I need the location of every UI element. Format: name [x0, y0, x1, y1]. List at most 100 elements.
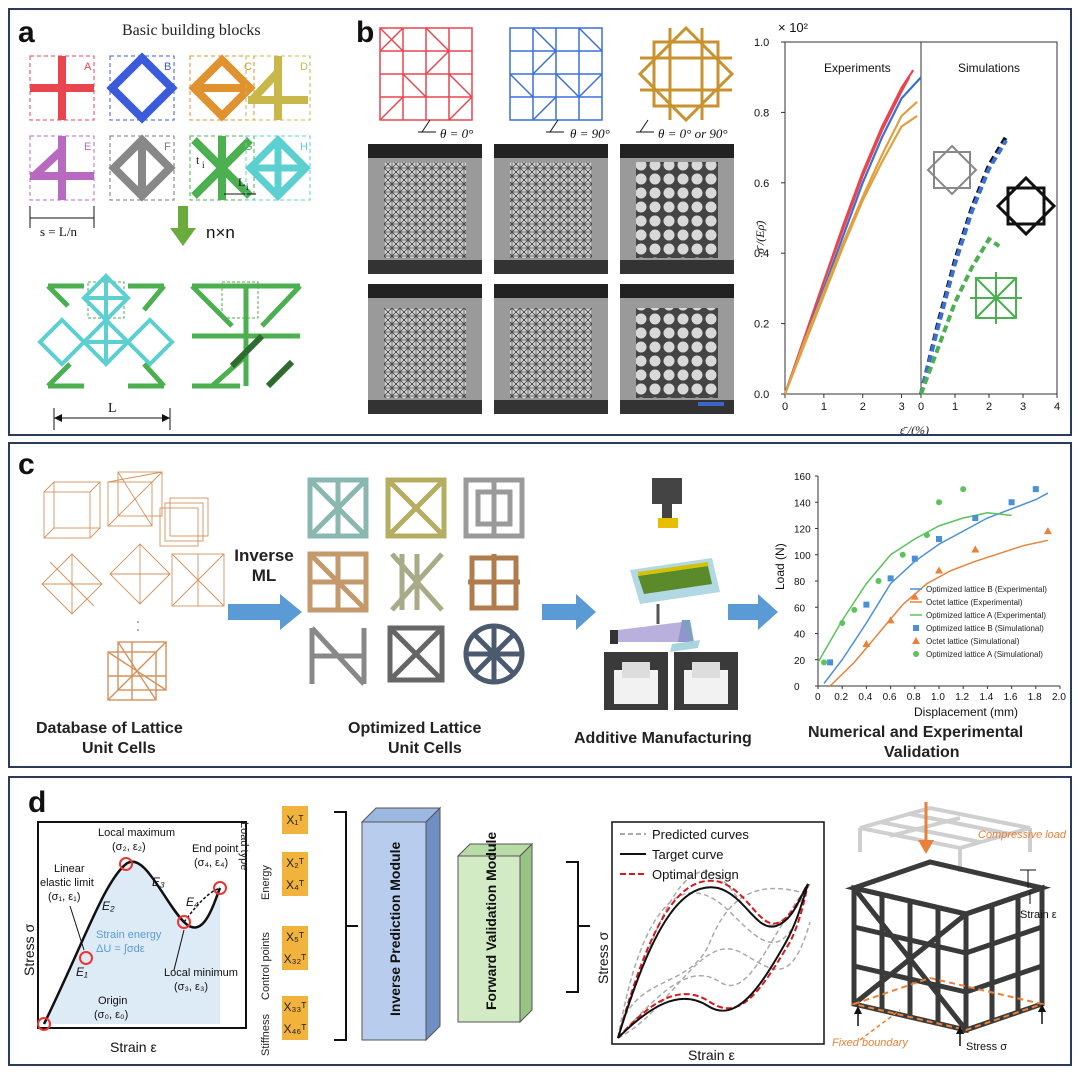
experiments-label: Experiments: [824, 61, 891, 75]
experiment-series-line: [783, 76, 911, 395]
printed-samples: [604, 652, 738, 710]
legend-predicted: Predicted curves: [652, 827, 749, 842]
x-tick-label: 2.0: [1052, 692, 1066, 703]
group-energy-top: X₂ᵀ: [282, 852, 308, 874]
inverse-module-label: Inverse Prediction Module: [387, 842, 403, 1016]
strain-e-label: Strain ε: [1020, 909, 1057, 921]
load-point-square: [911, 555, 918, 562]
building-blocks-figure: A B C D E: [29, 52, 311, 430]
module-flow: Inverse Prediction Module Forward Valida…: [334, 806, 590, 1042]
angle-icon-2: [546, 119, 564, 133]
displacement-axis-label: Displacement (mm): [914, 705, 1018, 719]
validation-label-2: Validation: [884, 744, 960, 761]
panel-d: d Stress σ Strain ε Local maximum (σ₂, ε…: [8, 776, 1072, 1066]
legend-target: Target curve: [652, 847, 724, 862]
local-min-label: Local minimum: [164, 967, 238, 979]
origin-coord: (σ₀, ε₀): [94, 1009, 128, 1021]
load-point-square: [887, 575, 894, 582]
panel-ab: a Basic building blocks A B C D: [8, 8, 1072, 436]
building-blocks-title: Basic building blocks: [122, 22, 261, 39]
load-point-triangle: [910, 592, 919, 600]
group-energy-label: Energy: [260, 865, 272, 900]
block-c-label: C: [244, 61, 252, 73]
x-tick-label: 3: [899, 401, 905, 413]
y-tick-label: 120: [794, 525, 811, 536]
panel-b-tag: b: [356, 16, 375, 49]
load-point-square: [972, 515, 979, 521]
fixed-boundary-label: Fixed boundary: [832, 1037, 909, 1049]
load-point-square: [863, 601, 870, 608]
y-tick-label: 140: [794, 498, 811, 509]
end-point-label: End point: [192, 843, 238, 855]
load-point-triangle: [935, 566, 943, 574]
block-f: F: [108, 134, 176, 202]
arrow-to-validation: [728, 594, 778, 630]
y-tick-label: 80: [794, 577, 806, 588]
load-point-triangle: [886, 616, 895, 624]
linear-limit-coord: (σ₁, ε₁): [48, 891, 81, 903]
predicted-curves-chart: Predicted curves Target curve Optimal de…: [595, 821, 825, 1062]
load-point-square: [936, 536, 942, 542]
load-point-triangle: [862, 640, 871, 647]
angle-label-3: θ = 0° or 90°: [658, 126, 728, 141]
strain-energy-label: Strain energy: [96, 929, 162, 941]
simulations-label: Simulations: [958, 61, 1020, 75]
lattice-patterns: θ = 0° θ = 90° θ = 0° or 90°: [379, 25, 735, 141]
load-point-triangle: [971, 545, 980, 553]
e2-label: E₂: [102, 899, 115, 913]
group-control-bottom: X₃₂ᵀ: [282, 948, 308, 970]
simulation-series-line: [919, 236, 1001, 395]
end-point-coord: (σ₄, ε₄): [194, 857, 228, 869]
legend-label: Optimized lattice B (Experimental): [926, 585, 1047, 594]
forward-module-label: Forward Validation Module: [483, 832, 499, 1010]
load-series-line: [823, 492, 1049, 684]
exponent-label: × 10²: [778, 20, 809, 35]
s-label: s = L/n: [40, 224, 77, 239]
compressive-arrow-icon: [918, 840, 934, 854]
arrow-to-am: [542, 594, 596, 630]
load-point-circle: [960, 486, 967, 493]
e3-label: E₃: [152, 875, 165, 889]
y-tick-label: 0.0: [754, 389, 769, 401]
block-g: G t i L i: [189, 135, 256, 201]
l-label: L: [238, 175, 245, 189]
group-stiffness-label: Stiffness: [260, 1014, 272, 1056]
block-e: E: [29, 135, 95, 201]
block-g-label: G: [244, 141, 253, 153]
block-a: A: [29, 55, 95, 121]
x-tick-label: 1.4: [979, 692, 993, 703]
y-tick-label: 0.2: [754, 319, 769, 331]
group-control-label: Control points: [260, 932, 272, 1000]
dark-lattice-block: [844, 859, 1052, 1034]
legend-label: Optimized lattice B (Simulational): [926, 624, 1044, 633]
stress-strain-chart: × 10² Experiments Simulations σ̄ /(Eρ̄) …: [753, 20, 1060, 434]
x-tick-label: 1: [952, 401, 958, 413]
legend-label: Octet lattice (Simulational): [926, 637, 1020, 646]
linear-limit-1: Linear: [54, 863, 85, 875]
y-tick-label: 0.6: [754, 178, 769, 190]
y-tick-label: 20: [794, 656, 806, 667]
load-point-circle: [851, 606, 858, 613]
inset-gray-lattice: [926, 144, 978, 196]
group-load-type-label: Load type: [238, 822, 250, 871]
x-tick-label: 1: [821, 401, 827, 413]
block-b: B: [106, 52, 178, 124]
x-axis-label: ε̄ /(%): [900, 423, 929, 434]
inverse-ml-label: Inverse ML: [234, 546, 294, 585]
local-max-coord: (σ₂, ε₂): [112, 841, 146, 853]
local-min-coord: (σ₃, ε₃): [174, 981, 208, 993]
orange-lattice-pattern: [637, 25, 735, 123]
block-d-label: D: [300, 61, 308, 73]
y-tick-label: 0.8: [754, 107, 769, 119]
angle-icon-1: [418, 119, 436, 133]
legend-swatch: [913, 625, 919, 631]
block-f-label: F: [164, 141, 171, 153]
x-tick-label: 4: [1054, 401, 1060, 413]
angle-icon-3: [636, 119, 654, 133]
load-point-square: [1032, 486, 1039, 493]
stress-strain-definition: Stress σ Strain ε Local maximum (σ₂, ε₂)…: [21, 821, 247, 1055]
photo-row-2: [368, 284, 734, 414]
load-series-line: [829, 539, 1049, 687]
nxn-label: n×n: [206, 223, 235, 242]
x-tick-label: 1.2: [955, 692, 969, 703]
